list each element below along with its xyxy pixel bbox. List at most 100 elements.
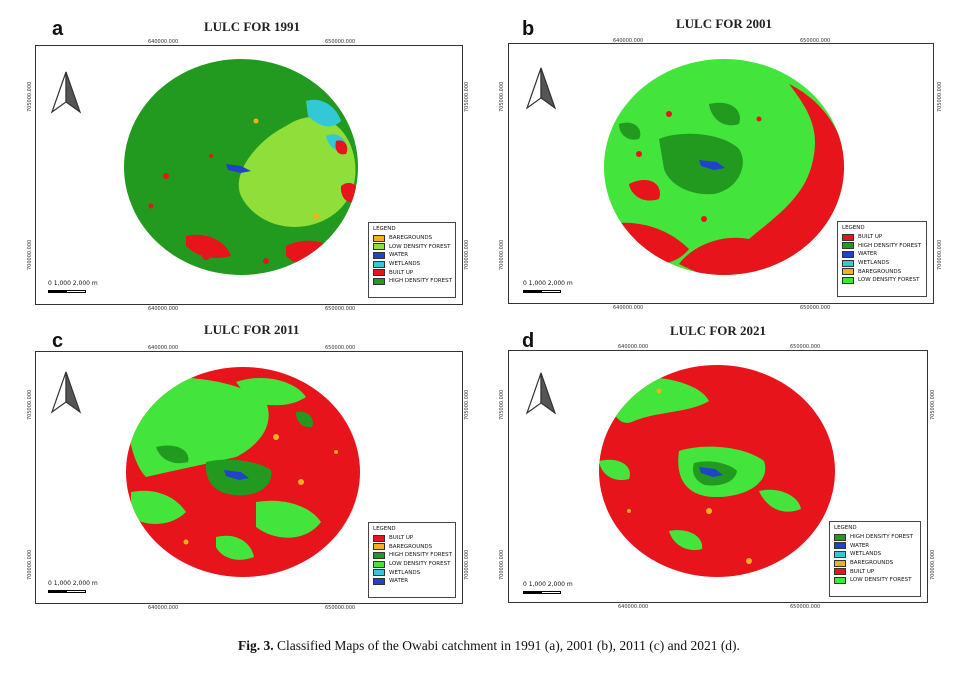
tick-label-bottom: 650000.000	[325, 605, 356, 611]
panel-title: LULC FOR 2021	[670, 323, 767, 338]
legend-label: BUILT UP	[858, 234, 883, 241]
tick-label-right: 705000.000	[930, 389, 936, 420]
water-body	[699, 467, 723, 477]
wetlands-area	[306, 99, 341, 127]
legend-swatch	[373, 543, 385, 551]
north-arrow-icon	[525, 67, 557, 110]
legend-item: WETLANDS	[373, 260, 451, 269]
legend-label: WETLANDS	[850, 551, 882, 558]
scale-label: 0 1,000 2,000 m	[523, 581, 573, 588]
legend-item: WATER	[842, 250, 922, 259]
scale-bar-graphic	[523, 591, 561, 594]
legend-swatch	[842, 250, 854, 258]
tick-label-top: 640000.000	[618, 344, 649, 350]
legend-label: BAREGROUNDS	[850, 560, 894, 567]
classified-map	[604, 59, 844, 275]
panel-letter: d	[522, 330, 535, 352]
scale-label: 0 1,000 2,000 m	[48, 280, 98, 287]
tick-label-right: 700000.000	[930, 549, 936, 580]
legend-swatch	[834, 550, 846, 558]
legend-item: WATER	[373, 251, 451, 260]
map-frame: LEGEND BUILT UP HIGH DENSITY FOREST WATE…	[508, 43, 934, 304]
scale-bar-graphic	[48, 590, 86, 593]
low-density-forest-area	[216, 535, 254, 560]
low-density-forest-area	[238, 117, 356, 227]
legend-label: WATER	[389, 578, 409, 585]
legend-title: LEGEND	[373, 526, 396, 532]
legend-swatch	[373, 260, 385, 268]
legend-label: LOW DENSITY FOREST	[389, 243, 451, 250]
scale-bar-graphic	[48, 290, 86, 293]
tick-label-left: 700000.000	[27, 239, 33, 270]
low-density-forest-area	[669, 530, 703, 551]
tick-label-left: 700000.000	[499, 239, 505, 270]
panel-title: LULC FOR 1991	[204, 19, 301, 34]
legend-swatch	[373, 577, 385, 585]
legend-label: BUILT UP	[389, 535, 414, 542]
tick-label-bottom: 640000.000	[148, 306, 179, 312]
legend-label: BAREGROUNDS	[389, 235, 433, 242]
panel-title: LULC FOR 2001	[676, 16, 773, 31]
scale-bar-graphic	[523, 290, 561, 293]
legend-item: HIGH DENSITY FOREST	[373, 277, 452, 286]
tick-label-top: 650000.000	[800, 38, 831, 44]
map-legend: LEGEND BUILT UP BAREGROUNDS HIGH DENSITY…	[368, 522, 456, 598]
tick-label-bottom: 650000.000	[325, 306, 356, 312]
tick-label-left: 700000.000	[27, 549, 33, 580]
figure-caption-text: Classified Maps of the Owabi catchment i…	[277, 638, 740, 653]
low-density-forest-area	[236, 377, 306, 406]
legend-label: HIGH DENSITY FOREST	[389, 552, 452, 559]
legend-item: WETLANDS	[373, 568, 451, 577]
legend-label: LOW DENSITY FOREST	[858, 277, 920, 284]
legend-swatch	[373, 551, 385, 559]
north-arrow-icon	[50, 71, 82, 114]
legend-swatch	[842, 276, 854, 284]
map-legend: LEGEND HIGH DENSITY FOREST WATER WETLAND…	[829, 521, 921, 597]
legend-item: HIGH DENSITY FOREST	[842, 242, 922, 251]
legend-swatch	[373, 534, 385, 542]
panel-title: LULC FOR 2011	[204, 322, 300, 337]
legend-swatch	[834, 559, 846, 567]
legend-label: HIGH DENSITY FOREST	[858, 242, 921, 249]
built-up-area	[679, 84, 844, 275]
legend-label: HIGH DENSITY FOREST	[850, 534, 913, 541]
tick-label-bottom: 640000.000	[148, 605, 179, 611]
legend-item: WETLANDS	[834, 550, 916, 559]
legend-item: HIGH DENSITY FOREST	[834, 533, 916, 542]
built-up-area	[186, 234, 231, 258]
low-density-forest-area	[256, 500, 321, 538]
tick-label-bottom: 640000.000	[613, 305, 644, 311]
classified-map	[124, 59, 358, 275]
tick-label-left: 705000.000	[499, 389, 505, 420]
tick-label-left: 705000.000	[499, 81, 505, 112]
tick-label-right: 705000.000	[937, 81, 943, 112]
legend-item: BAREGROUNDS	[373, 234, 451, 243]
legend-item: LOW DENSITY FOREST	[373, 560, 451, 569]
legend-item: BUILT UP	[373, 268, 451, 277]
tick-label-top: 650000.000	[790, 344, 821, 350]
legend-swatch	[373, 234, 385, 242]
legend-item: WETLANDS	[842, 259, 922, 268]
panel-letter: c	[52, 330, 64, 352]
legend-label: WATER	[858, 251, 878, 258]
legend-swatch	[834, 542, 846, 550]
high-density-forest-area	[296, 411, 313, 428]
legend-item: BAREGROUNDS	[373, 543, 451, 552]
tick-label-right: 700000.000	[937, 239, 943, 270]
legend-label: LOW DENSITY FOREST	[389, 561, 451, 568]
built-up-area	[629, 179, 660, 201]
legend-label: BAREGROUNDS	[858, 268, 902, 275]
legend-item: HIGH DENSITY FOREST	[373, 551, 452, 560]
scale-label: 0 1,000 2,000 m	[48, 580, 98, 587]
legend-swatch	[842, 259, 854, 267]
tick-label-bottom: 640000.000	[618, 604, 649, 610]
legend-swatch	[373, 560, 385, 568]
legend-swatch	[842, 233, 854, 241]
north-arrow-icon	[50, 371, 82, 414]
legend-swatch	[373, 277, 385, 285]
map-legend: LEGEND BAREGROUNDS LOW DENSITY FOREST WA…	[368, 222, 456, 298]
north-arrow-icon	[525, 372, 557, 415]
legend-swatch	[373, 251, 385, 259]
legend-swatch	[834, 576, 846, 584]
legend-item: LOW DENSITY FOREST	[373, 243, 451, 252]
